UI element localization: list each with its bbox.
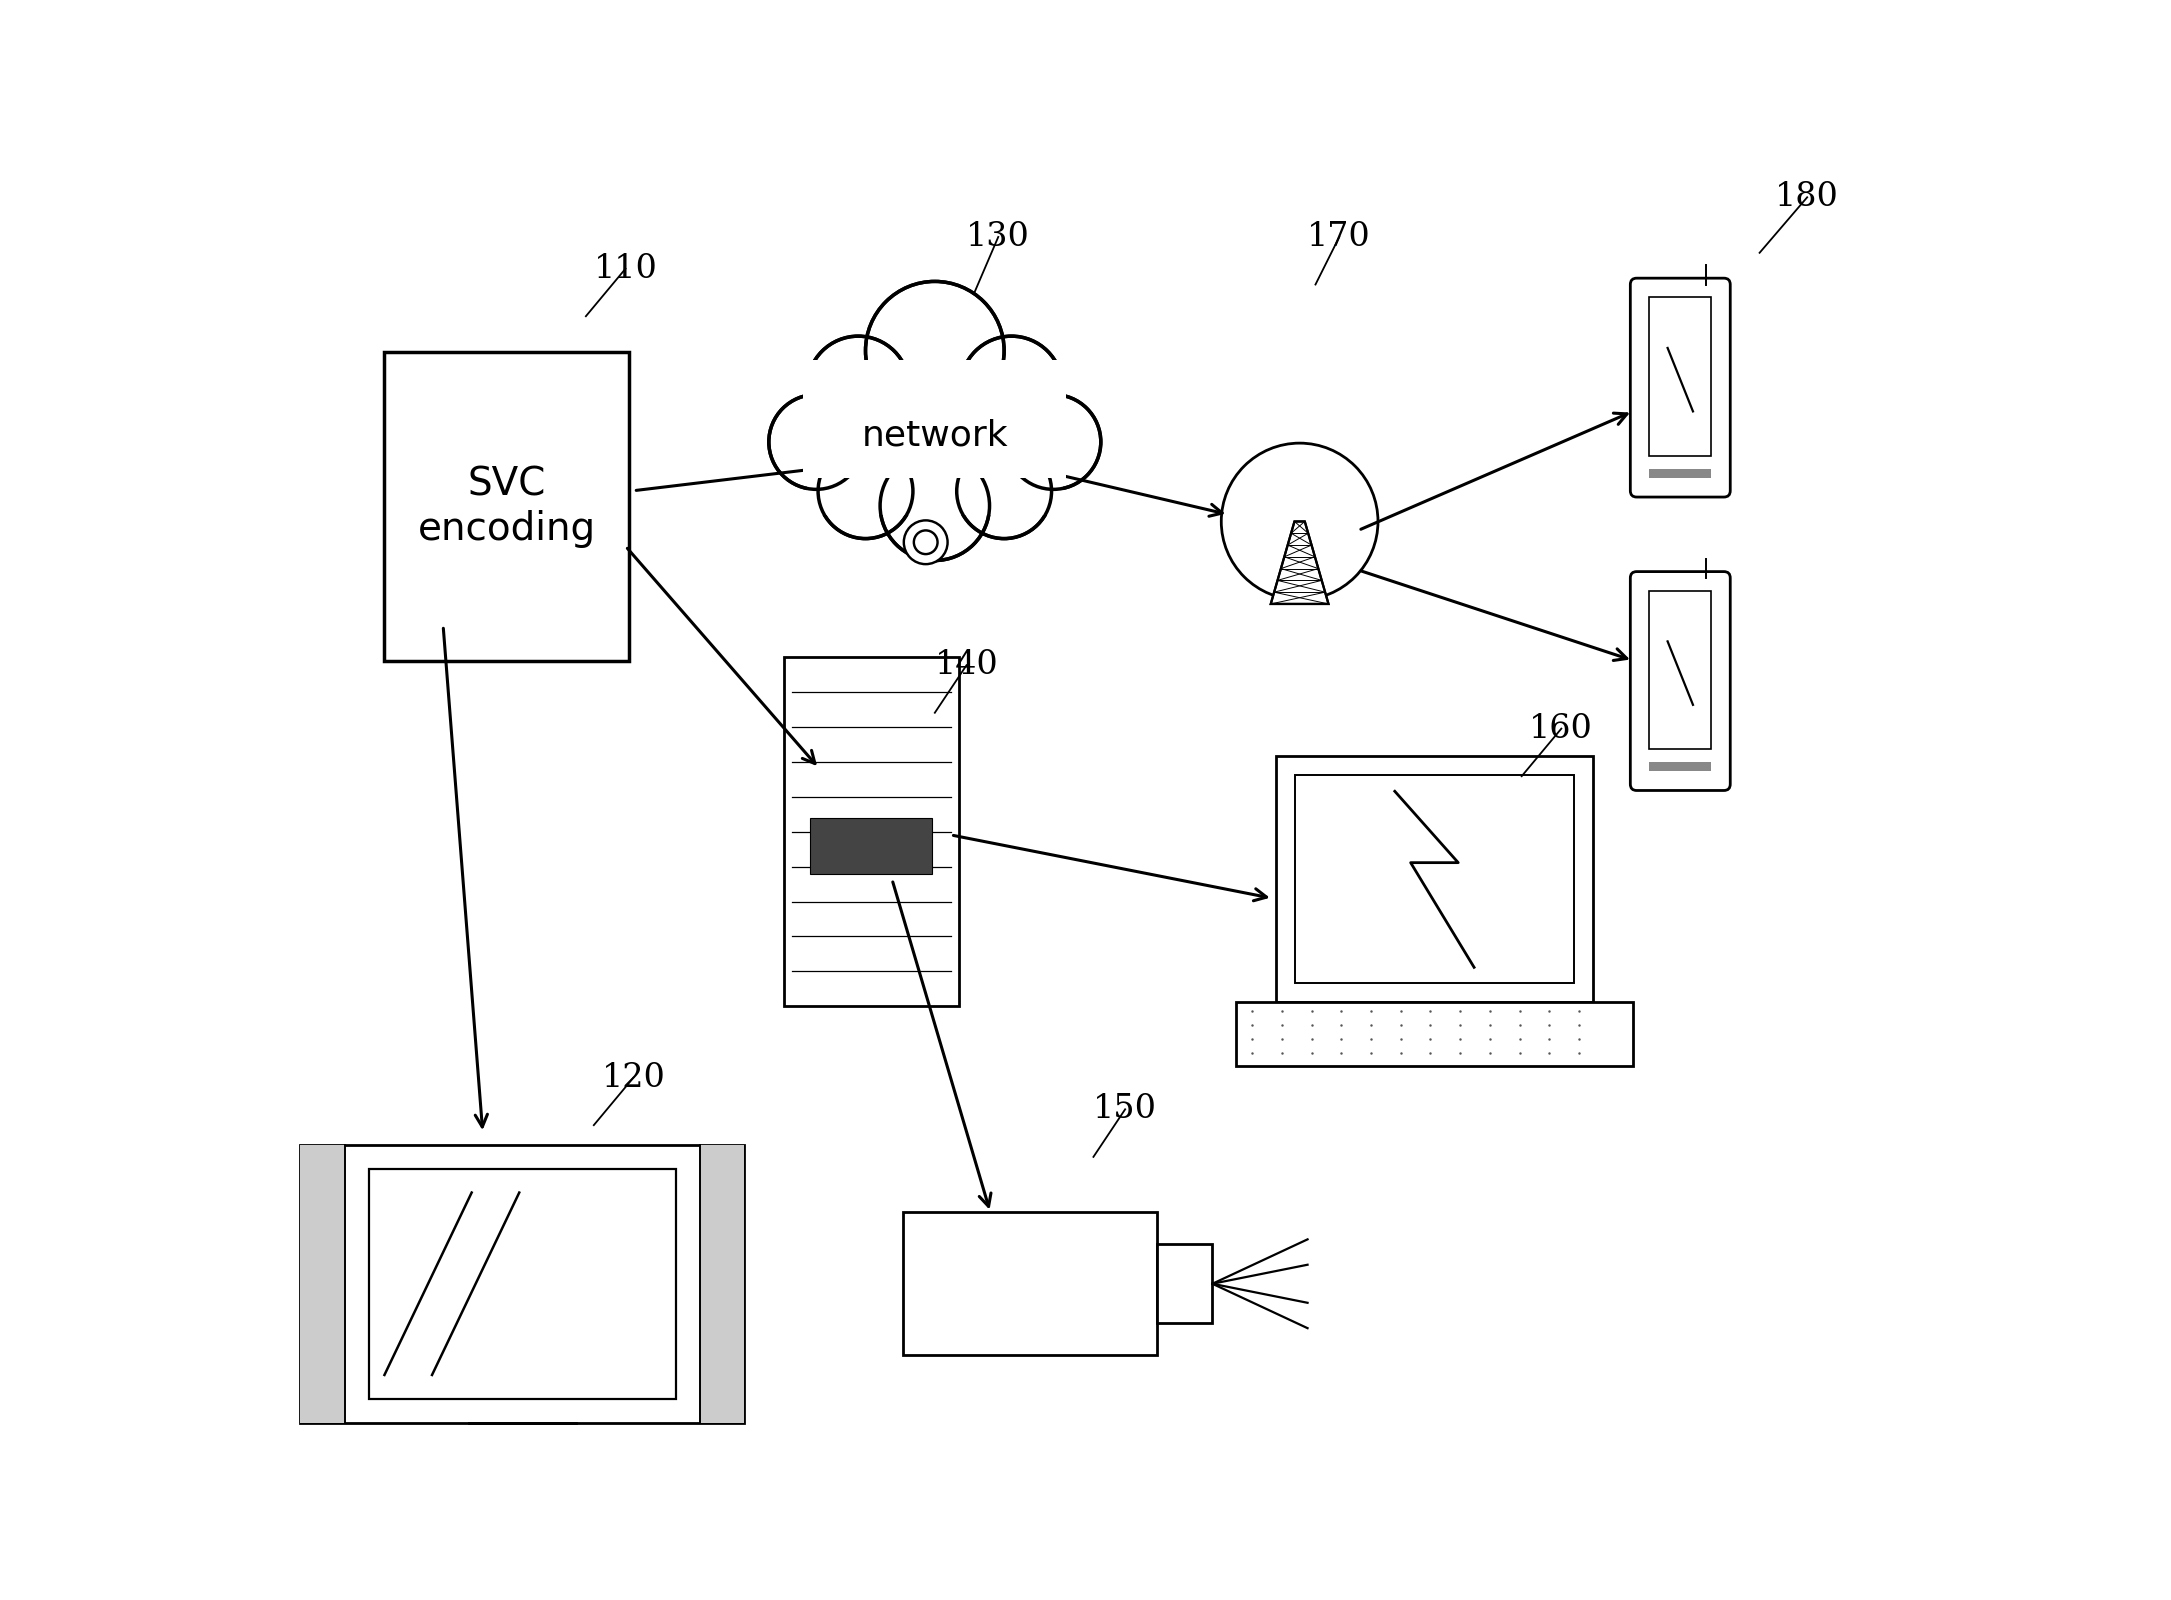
Bar bbox=[1650, 762, 1711, 771]
Ellipse shape bbox=[769, 395, 864, 490]
Bar bbox=[1294, 776, 1574, 982]
Ellipse shape bbox=[957, 443, 1051, 539]
Text: 140: 140 bbox=[936, 650, 999, 682]
Ellipse shape bbox=[818, 443, 914, 539]
Circle shape bbox=[1264, 485, 1337, 558]
Bar bbox=[300, 1146, 345, 1422]
Text: 170: 170 bbox=[1307, 221, 1372, 253]
Bar bbox=[369, 1168, 677, 1398]
Bar bbox=[903, 1213, 1157, 1355]
Bar bbox=[803, 360, 1066, 442]
Circle shape bbox=[1242, 464, 1357, 579]
Text: SVC
encoding: SVC encoding bbox=[417, 466, 595, 547]
Circle shape bbox=[1222, 443, 1379, 600]
Bar bbox=[1650, 298, 1711, 456]
FancyBboxPatch shape bbox=[1630, 278, 1730, 498]
Bar bbox=[1235, 1002, 1633, 1066]
Text: 130: 130 bbox=[966, 221, 1031, 253]
Bar bbox=[803, 424, 1066, 478]
Text: 150: 150 bbox=[1094, 1093, 1157, 1125]
Bar bbox=[808, 378, 1062, 515]
Bar bbox=[810, 818, 931, 874]
Circle shape bbox=[914, 531, 938, 554]
Text: network: network bbox=[862, 418, 1007, 453]
Text: 160: 160 bbox=[1528, 712, 1594, 744]
Polygon shape bbox=[1270, 522, 1329, 603]
Bar bbox=[1157, 1245, 1211, 1323]
Bar bbox=[1650, 469, 1711, 478]
Text: 180: 180 bbox=[1776, 181, 1839, 213]
Circle shape bbox=[903, 520, 947, 565]
Bar bbox=[784, 658, 960, 1006]
FancyBboxPatch shape bbox=[1630, 571, 1730, 790]
Bar bbox=[1277, 757, 1594, 1002]
Bar bbox=[699, 1146, 745, 1422]
Ellipse shape bbox=[1005, 395, 1101, 490]
Ellipse shape bbox=[866, 282, 1005, 421]
Text: 110: 110 bbox=[593, 253, 658, 285]
Bar bbox=[300, 1146, 745, 1422]
Ellipse shape bbox=[808, 336, 910, 438]
Text: 120: 120 bbox=[601, 1061, 664, 1093]
Ellipse shape bbox=[960, 336, 1062, 438]
Bar bbox=[1650, 590, 1711, 749]
Bar bbox=[384, 352, 630, 661]
Ellipse shape bbox=[879, 451, 990, 560]
